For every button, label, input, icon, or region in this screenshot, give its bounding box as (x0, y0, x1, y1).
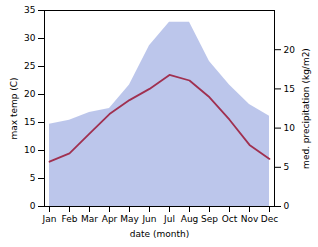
svg-text:Dec: Dec (261, 214, 278, 224)
svg-text:15: 15 (284, 84, 295, 94)
svg-text:Jun: Jun (141, 214, 156, 224)
svg-text:Feb: Feb (62, 214, 78, 224)
svg-text:med. precipitation (kg/m2): med. precipitation (kg/m2) (301, 48, 311, 169)
svg-text:20: 20 (24, 89, 36, 99)
svg-text:0: 0 (30, 201, 36, 211)
svg-text:0: 0 (284, 201, 290, 211)
svg-text:35: 35 (24, 5, 35, 15)
svg-text:5: 5 (30, 173, 36, 183)
svg-text:20: 20 (284, 45, 296, 55)
svg-text:25: 25 (24, 61, 35, 71)
svg-text:Jan: Jan (42, 214, 57, 224)
svg-text:Mar: Mar (81, 214, 98, 224)
svg-text:max temp (C): max temp (C) (9, 77, 19, 139)
svg-text:Sep: Sep (201, 214, 218, 224)
svg-text:date (month): date (month) (130, 229, 189, 239)
svg-text:Jul: Jul (163, 214, 175, 224)
svg-text:15: 15 (24, 117, 35, 127)
svg-text:Nov: Nov (241, 214, 259, 224)
svg-text:30: 30 (24, 33, 36, 43)
svg-text:10: 10 (24, 145, 36, 155)
svg-text:5: 5 (284, 162, 290, 172)
svg-text:Oct: Oct (222, 214, 238, 224)
svg-text:Apr: Apr (102, 214, 118, 224)
svg-text:May: May (120, 214, 139, 224)
svg-text:Aug: Aug (181, 214, 199, 224)
svg-text:10: 10 (284, 123, 296, 133)
